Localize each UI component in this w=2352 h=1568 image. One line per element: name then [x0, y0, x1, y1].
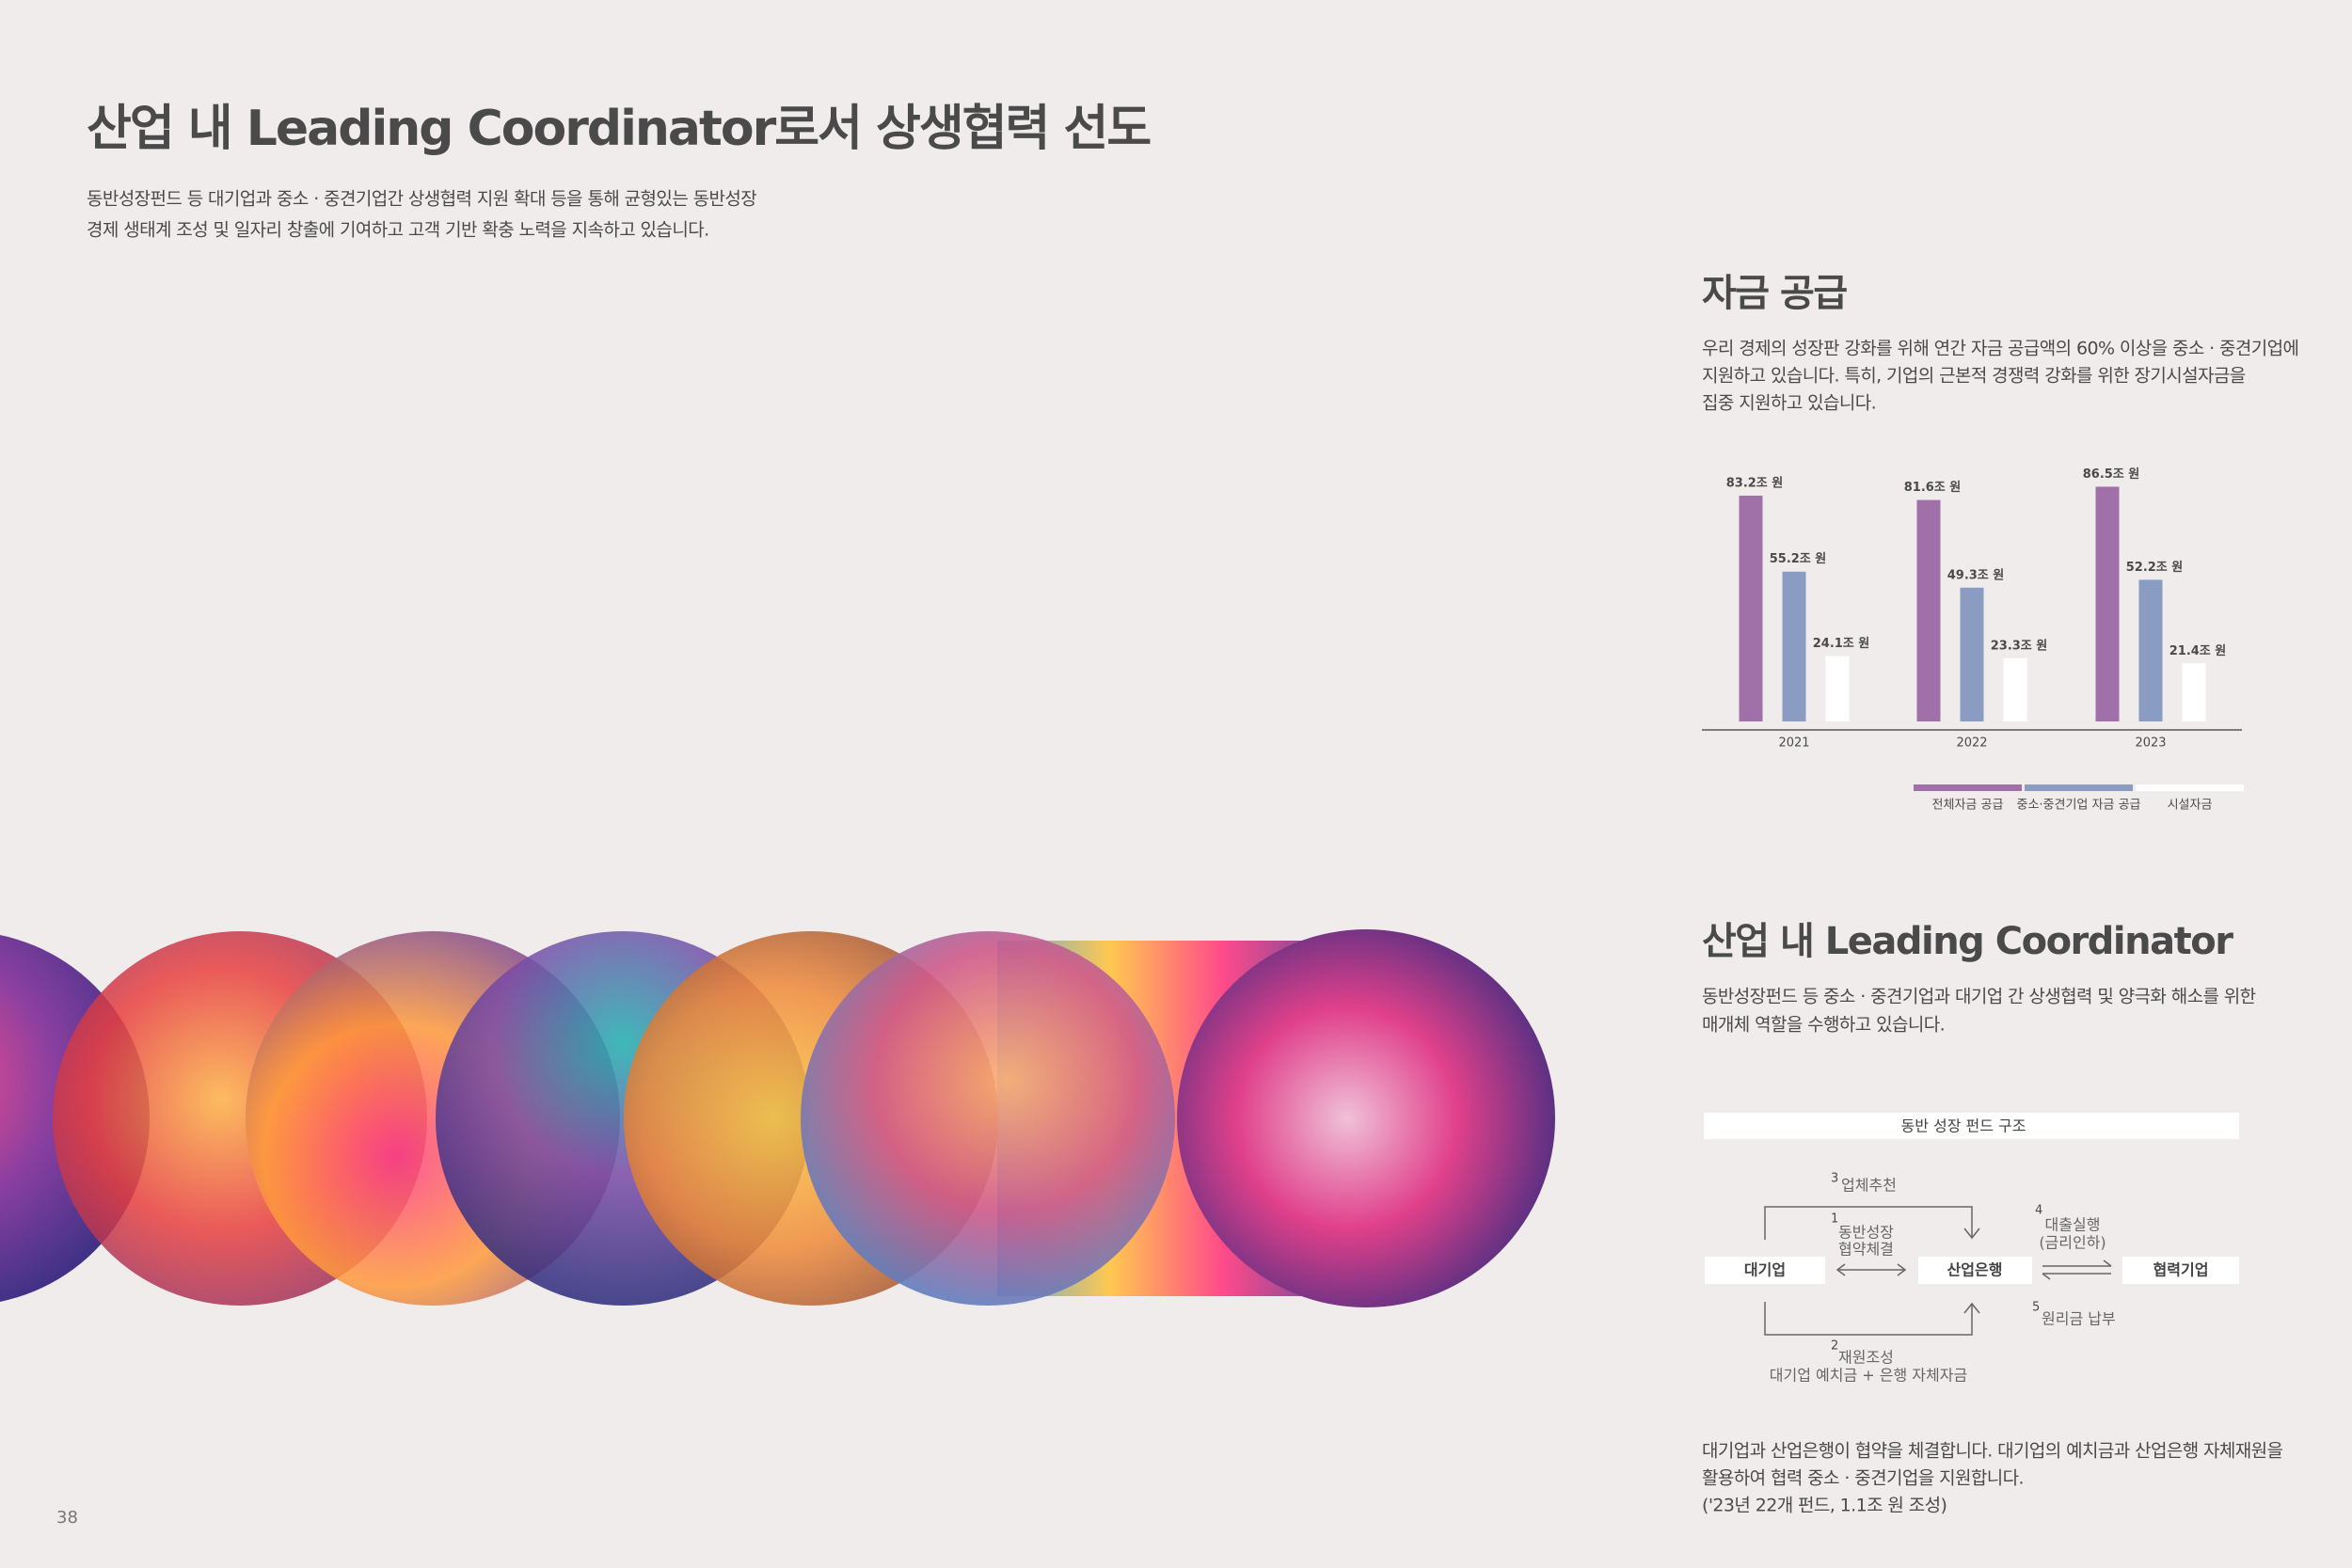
x-tick-label: 2021	[1778, 736, 1809, 751]
step-label: 재원조성	[1838, 1349, 1894, 1367]
value-label: 83.2조 원	[1726, 476, 1784, 490]
value-label: 86.5조 원	[2083, 467, 2140, 482]
diagram-title: 동반 성장 펀드 구조	[1900, 1117, 2026, 1135]
page-number: 38	[56, 1508, 78, 1528]
node-label: 산업은행	[1947, 1261, 2003, 1279]
arrow-head	[2042, 1273, 2051, 1280]
section-title: 자금 공급	[1702, 272, 1847, 315]
node-box	[1705, 1257, 1825, 1284]
diagram-title-bar	[1704, 1113, 2239, 1139]
legend-swatch	[2025, 784, 2133, 791]
connector	[1764, 1206, 1973, 1240]
legend-swatch	[2136, 784, 2244, 791]
fund-diagram: 동반 성장 펀드 구조 대기업 산업은행 협력기업 3 업체추천 1 동반성장 …	[1704, 1113, 2239, 1385]
bar-chart: 2021 83.2조 원 55.2조 원 24.1조 원 2022 81.6조 원 49.3…	[1702, 467, 2244, 813]
node-box	[2122, 1257, 2239, 1284]
bar	[2095, 486, 2120, 721]
bar	[1782, 571, 1806, 721]
section-text: 지원하고 있습니다. 특히, 기업의 근본적 경쟁력 강화를 위한 장기시설자금…	[1702, 366, 2246, 387]
step-label: 협약체결	[1838, 1241, 1894, 1259]
bar	[2138, 579, 2163, 721]
node-label: 대기업	[1744, 1261, 1786, 1279]
legend-label: 중소·중견기업 자금 공급	[2017, 799, 2141, 813]
step-label: 대기업 예치금 + 은행 자체자금	[1770, 1367, 1967, 1385]
value-label: 52.2조 원	[2126, 561, 2184, 575]
step-number: 2	[1831, 1339, 1838, 1354]
sphere	[1177, 929, 1555, 1307]
arrow-head	[1963, 1227, 1980, 1240]
value-label: 21.4조 원	[2169, 644, 2227, 658]
step-number: 5	[2032, 1301, 2040, 1315]
section-text: 우리 경제의 성장판 강화를 위해 연간 자금 공급액의 60% 이상을 중소 …	[1702, 339, 2298, 359]
arrow-head	[1836, 1263, 1846, 1276]
sphere-decoration	[0, 929, 1555, 1307]
section-text: 매개체 역할을 수행하고 있습니다.	[1702, 1015, 1945, 1036]
bar	[1825, 656, 1850, 721]
note-line: 활용하여 협력 중소 · 중견기업을 지원합니다.	[1702, 1468, 2024, 1489]
section-title: 산업 내 Leading Coordinator	[1702, 920, 2233, 963]
x-tick-label: 2022	[1956, 736, 1987, 751]
legend-label: 시설자금	[2168, 799, 2213, 813]
node-box	[1918, 1257, 2032, 1284]
note-line: 대기업과 산업은행이 협약을 체결합니다. 대기업의 예치금과 산업은행 자체재…	[1702, 1441, 2283, 1462]
page-title: 산업 내 Leading Coordinator로서 상생협력 선도	[87, 101, 1151, 157]
value-label: 24.1조 원	[1813, 637, 1870, 651]
bar	[1960, 587, 1984, 721]
arrow-head	[2103, 1259, 2112, 1267]
legend-swatch	[1914, 784, 2022, 791]
intro-line: 동반성장펀드 등 대기업과 중소 · 중견기업간 상생협력 지원 확대 등을 통…	[87, 189, 756, 210]
bar	[2182, 663, 2206, 721]
note-line: ('23년 22개 펀드, 1.1조 원 조성)	[1702, 1496, 1947, 1516]
step-label: 대출실행	[2045, 1216, 2101, 1234]
step-label: 원리금 납부	[2042, 1310, 2116, 1328]
step-label: 동반성장	[1838, 1224, 1894, 1242]
step-number: 1	[1831, 1212, 1838, 1227]
x-tick-label: 2023	[2135, 736, 2166, 751]
step-label: (금리인하)	[2039, 1234, 2106, 1252]
step-label: 업체추천	[1841, 1177, 1897, 1195]
value-label: 55.2조 원	[1770, 552, 1827, 566]
section-text: 집중 지원하고 있습니다.	[1702, 393, 1876, 414]
value-label: 81.6조 원	[1904, 481, 1962, 495]
step-number: 3	[1831, 1172, 1838, 1186]
bar	[2003, 657, 2027, 721]
bar	[1739, 495, 1763, 721]
value-label: 23.3조 원	[1991, 639, 2048, 653]
step-number: 4	[2035, 1204, 2042, 1218]
value-label: 49.3조 원	[1947, 568, 2005, 582]
arrow-head	[1963, 1302, 1980, 1314]
connector	[1764, 1302, 1973, 1336]
node-label: 협력기업	[2153, 1261, 2209, 1279]
bar	[1916, 499, 1941, 721]
intro-line: 경제 생태계 조성 및 일자리 창출에 기여하고 고객 기반 확충 노력을 지속…	[87, 220, 709, 241]
legend-label: 전체자금 공급	[1932, 799, 2004, 813]
sphere	[801, 931, 1175, 1306]
section-text: 동반성장펀드 등 중소 · 중견기업과 대기업 간 상생협력 및 양극화 해소를…	[1702, 987, 2256, 1007]
arrow-head	[1897, 1263, 1907, 1276]
